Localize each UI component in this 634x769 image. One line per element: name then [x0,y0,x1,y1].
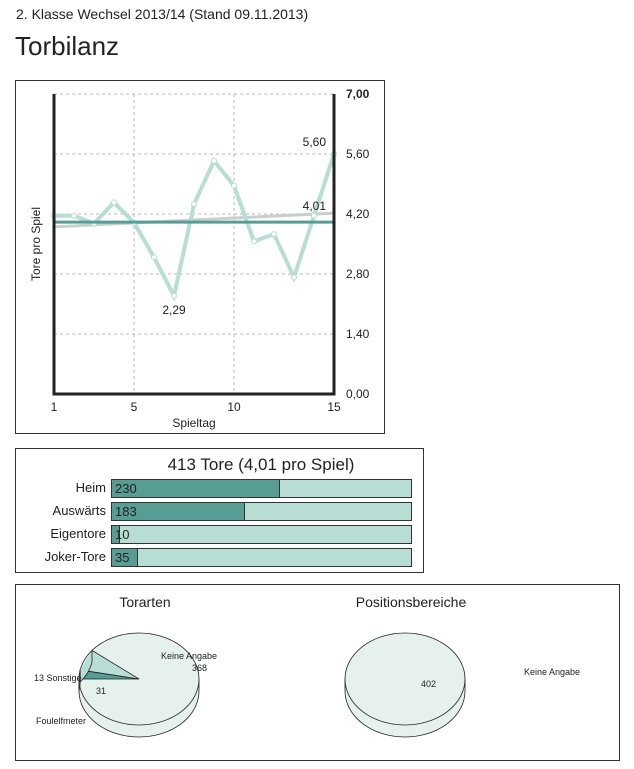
bar-track: 230 [111,479,412,498]
data-point [211,157,217,164]
pie-charts: Torarten Positionsbereiche Keine Angabe 368… [34,594,580,738]
data-point [191,201,197,208]
pie-title: Torarten [119,594,170,610]
pie-slice [344,632,466,726]
bar-row: Auswärts 183 [16,502,412,521]
data-point [311,212,317,219]
bar-fill [112,503,246,520]
pie-label: Keine Angabe [161,651,217,661]
y-tick-label: 2,80 [346,267,370,281]
bar-row: Heim 230 [16,479,412,498]
trend-line [53,211,335,229]
line-chart-panel: 0,00 1,40 2,80 4,20 5,60 7,00 1 5 10 15 Spieltag To… [15,80,385,434]
pie-label: 13 Sonstige [34,673,82,683]
y-tick-label: 7,00 [346,87,370,101]
bar-label: Auswärts [52,503,106,518]
x-tick-label: 10 [227,400,241,414]
y-tick-label: 0,00 [346,387,370,401]
bar-track: 10 [111,525,412,544]
pie-label: Foulelfmeter [36,716,86,726]
pie-slice-side [79,650,93,683]
pie-value: 31 [96,686,106,696]
data-point [111,199,117,206]
data-point [291,274,297,281]
pie-panel: Torarten Positionsbereiche Keine Angabe 368… [15,584,620,761]
pie-title: Positionsbereiche [356,594,467,610]
bar-fill [112,526,121,543]
label-max: 5,60 [303,135,327,149]
bar-value: 10 [115,527,130,542]
bar-value: 183 [115,504,137,519]
x-tick-label: 5 [131,400,138,414]
data-point [171,292,177,299]
y-tick-label: 1,40 [346,327,370,341]
x-axis-label: Spieltag [172,416,215,430]
data-point [271,231,277,238]
bar-label: Eigentore [50,526,106,541]
bar-track: 183 [111,502,412,521]
bar-fill [112,480,280,497]
pie-value: 402 [421,679,436,689]
x-tick-label: 1 [51,400,58,414]
line-chart: 0,001,402,804,205,607,001 5 10 15SpieltagTo… [29,87,370,430]
bar-row: Eigentore 10 [16,525,412,544]
data-point [151,254,157,261]
bar-track: 35 [111,548,412,567]
y-tick-label: 5,60 [346,147,370,161]
data-point [71,212,77,219]
label-average: 4,01 [303,199,327,213]
axes [52,94,336,396]
goals-bar-panel: 413 Tore (4,01 pro Spiel) Heim 230 Auswär… [15,448,424,573]
data-point [231,182,237,189]
x-tick-label: 15 [327,400,341,414]
page-subtitle: 2. Klasse Wechsel 2013/14 (Stand 09.11.2… [16,6,309,22]
label-min: 2,29 [162,303,186,317]
bar-row: Joker-Tore 35 [16,548,412,567]
bar-value: 35 [115,550,130,565]
bar-fill [112,549,139,566]
bar-title: 413 Tore (4,01 pro Spiel) [167,455,355,474]
data-point [251,238,257,245]
bar-value: 230 [115,481,137,496]
bar-label: Joker-Tore [44,549,106,564]
page-title: Torbilanz [15,31,120,61]
y-tick-label: 4,20 [346,207,370,221]
pie-value: 368 [192,663,207,673]
bar-label: Heim [75,480,106,495]
pie-label: Keine Angabe [524,667,580,677]
y-axis-label: Tore pro Spiel [29,207,43,281]
